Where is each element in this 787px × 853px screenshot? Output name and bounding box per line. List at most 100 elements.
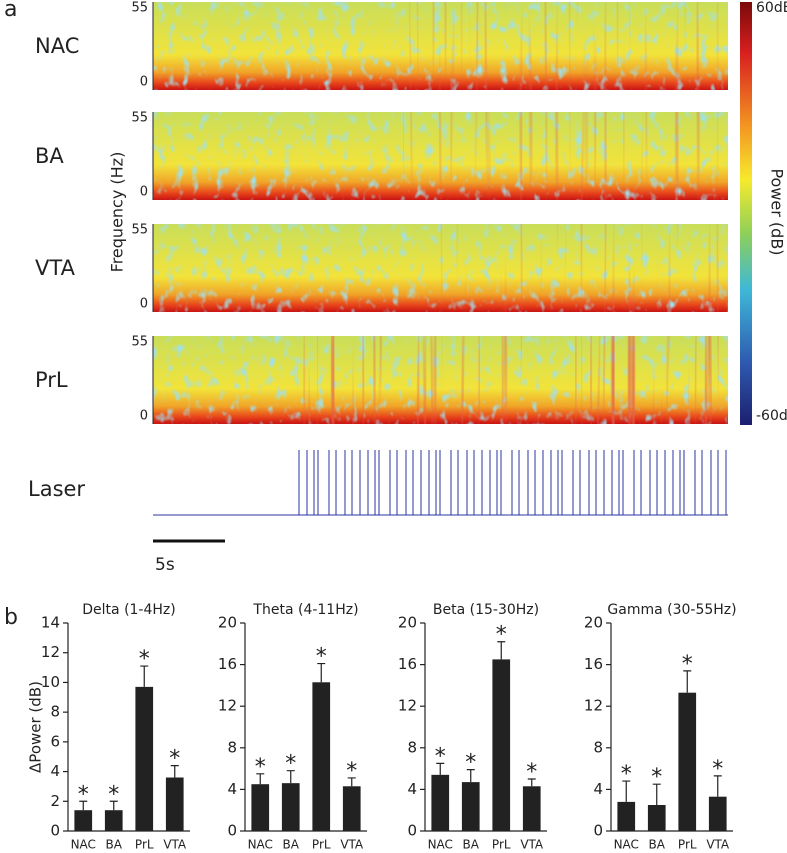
colorbar-label: Power (dB) <box>768 168 787 255</box>
panel-label: b <box>4 605 18 630</box>
x-tick-label: BA <box>283 838 300 852</box>
y-axis-label: Frequency (Hz) <box>108 152 127 273</box>
y-tick-label: 12 <box>398 697 417 715</box>
region-label: BA <box>35 144 64 168</box>
y-tick-label: 4 <box>50 762 60 780</box>
spectrogram-stripes <box>403 112 728 200</box>
y-tick-label: 0 <box>593 822 603 840</box>
y-tick-label: 8 <box>407 738 417 756</box>
freq-tick-label: 55 <box>131 1 148 16</box>
y-tick-label: 20 <box>584 614 603 632</box>
error-bar <box>622 780 631 802</box>
y-axis-label: ΔPower (dB) <box>27 681 45 773</box>
colorbar-max: 60dB <box>756 0 787 16</box>
significance-marker: * <box>621 762 632 787</box>
bar <box>251 784 270 831</box>
bar <box>312 682 331 831</box>
spectrogram-stripes <box>403 224 728 312</box>
panel-label: a <box>4 0 17 22</box>
x-tick-label: NAC <box>428 838 453 852</box>
bar <box>135 686 154 831</box>
colorbar <box>740 2 752 425</box>
y-tick-label: 16 <box>398 655 417 673</box>
y-tick-label: 4 <box>593 780 603 798</box>
y-tick-label: 8 <box>50 703 60 721</box>
spectrogram-stripes <box>403 2 728 90</box>
y-tick-label: 4 <box>227 780 237 798</box>
y-tick-label: 0 <box>407 822 417 840</box>
bar-charts: Delta (1-4Hz) ΔPower (dB) 0 2 4 6 8 10 12 14 NAC * B… <box>27 602 737 852</box>
chart-title: Gamma (30-55Hz) <box>607 602 736 618</box>
bar <box>647 805 666 831</box>
significance-marker: * <box>108 782 119 807</box>
error-bar <box>652 783 661 805</box>
error-bar <box>317 662 326 683</box>
region-label: PrL <box>35 368 68 392</box>
bar <box>104 810 123 831</box>
significance-marker: * <box>465 751 476 776</box>
error-bar <box>466 769 475 783</box>
significance-marker: * <box>316 645 327 670</box>
freq-tick-label: 55 <box>131 335 148 350</box>
error-bar <box>527 778 536 787</box>
freq-tick-label: 0 <box>140 185 148 200</box>
x-tick-label: VTA <box>520 838 544 852</box>
y-tick-label: 8 <box>227 738 237 756</box>
error-bar <box>256 773 265 785</box>
bar <box>492 659 511 831</box>
significance-marker: * <box>712 757 723 782</box>
error-bar <box>170 765 179 778</box>
y-tick-label: 14 <box>41 614 60 632</box>
x-tick-label: PrL <box>492 838 511 852</box>
bar <box>522 786 541 831</box>
y-tick-label: 20 <box>398 614 417 632</box>
x-tick-label: BA <box>463 838 480 852</box>
significance-marker: * <box>285 752 296 777</box>
bar <box>281 783 300 831</box>
x-tick-label: PrL <box>135 838 154 852</box>
chart-title: Delta (1-4Hz) <box>82 602 175 618</box>
error-bar <box>140 665 149 687</box>
laser-label: Laser <box>28 477 85 501</box>
y-tick-label: 12 <box>584 697 603 715</box>
freq-tick-label: 0 <box>140 297 148 312</box>
error-bar <box>79 800 88 811</box>
spectrogram-stripes <box>303 336 728 424</box>
bar <box>461 782 480 831</box>
x-tick-label: PrL <box>678 838 697 852</box>
bar <box>708 796 727 831</box>
x-tick-label: VTA <box>163 838 187 852</box>
significance-marker: * <box>526 760 537 785</box>
colorbar-min: -60dB <box>756 408 787 424</box>
chart-title: Theta (4-11Hz) <box>252 602 358 618</box>
x-tick-label: NAC <box>71 838 96 852</box>
error-bar <box>347 777 356 787</box>
y-tick-label: 2 <box>50 792 60 810</box>
y-tick-label: 6 <box>50 732 60 750</box>
laser-pulses <box>295 450 728 515</box>
bar <box>617 801 636 831</box>
significance-marker: * <box>651 765 662 790</box>
error-bar <box>683 670 692 693</box>
significance-marker: * <box>139 647 150 672</box>
x-tick-label: VTA <box>340 838 364 852</box>
x-tick-label: NAC <box>614 838 639 852</box>
significance-marker: * <box>496 623 507 648</box>
y-tick-label: 0 <box>50 822 60 840</box>
error-bar <box>109 800 118 811</box>
significance-marker: * <box>346 759 357 784</box>
spectrograms: NAC 55 0 BA 55 0 VTA 55 0 PrL 55 0 <box>35 1 728 424</box>
error-bar <box>286 770 295 784</box>
bar <box>74 810 93 831</box>
freq-tick-label: 55 <box>131 111 148 126</box>
y-tick-label: 10 <box>41 673 60 691</box>
y-tick-label: 16 <box>218 655 237 673</box>
y-tick-label: 16 <box>584 655 603 673</box>
significance-marker: * <box>255 755 266 780</box>
y-tick-label: 20 <box>218 614 237 632</box>
significance-marker: * <box>682 652 693 677</box>
error-bar <box>497 641 506 660</box>
freq-tick-label: 0 <box>140 409 148 424</box>
chart-title: Beta (15-30Hz) <box>433 602 539 618</box>
